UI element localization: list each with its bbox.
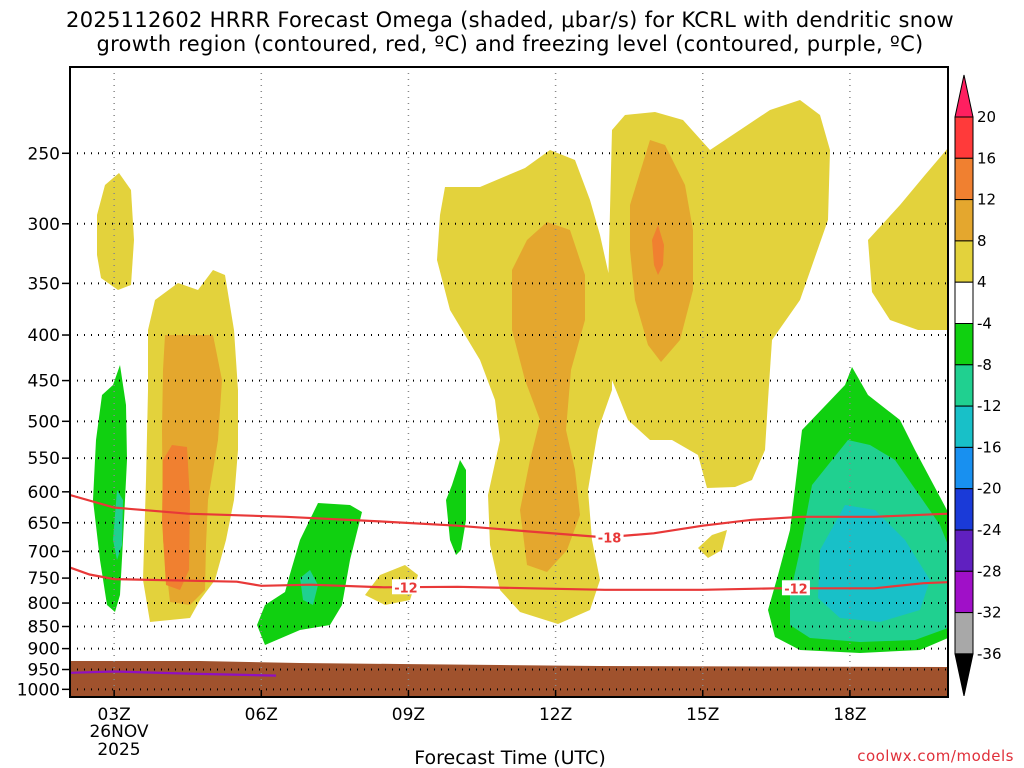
colorbar-swatch <box>954 157 974 201</box>
credit-text: coolwx.com/models <box>857 747 1014 765</box>
colorbar-label: -12 <box>977 397 1002 415</box>
omega-positive-max-region <box>162 445 190 590</box>
x-tick-label: 18Z <box>833 705 866 725</box>
y-tick-label: 550 <box>28 449 60 469</box>
colorbar-label: -28 <box>977 562 1002 580</box>
omega-positive-region <box>97 173 134 290</box>
omega-positive-region <box>698 530 727 558</box>
y-tick-label: 650 <box>28 514 60 534</box>
contour-label: -12 <box>394 581 418 596</box>
colorbar-label: -8 <box>977 356 992 374</box>
x-tick-label: 12Z <box>539 705 572 725</box>
y-tick-label: 900 <box>28 640 60 660</box>
temperature-contours: -18 -12 -12 <box>70 493 948 677</box>
colorbar-label: 20 <box>977 108 996 126</box>
omega-positive-strong-region <box>512 222 585 572</box>
colorbar-swatch <box>954 323 974 366</box>
y-tick-label: 350 <box>28 274 60 294</box>
contour-freezing-level <box>70 670 277 677</box>
colorbar-swatch <box>954 364 974 407</box>
y-tick-label: 750 <box>28 569 60 589</box>
colorbar-swatch <box>954 116 974 159</box>
colorbar-swatch <box>954 570 974 614</box>
plot-area: -18 -12 -12 <box>70 67 948 697</box>
plot-frame <box>69 66 949 698</box>
omega-negative-strong-region <box>300 570 318 605</box>
colorbar-swatch <box>954 488 974 531</box>
colorbar-label: 8 <box>977 232 987 250</box>
colorbar-bottom-arrow <box>954 653 974 697</box>
y-axis: 250 300 350 400 450 500 550 600 650 700 750 800 850 9… <box>17 144 70 700</box>
omega-positive-max-region <box>652 225 664 275</box>
colorbar-label: 16 <box>977 149 996 167</box>
x-date-label-day: 26NOV <box>89 722 148 742</box>
y-tick-label: 500 <box>28 412 60 432</box>
contour-label-bg <box>391 579 420 595</box>
y-tick-label: 700 <box>28 542 60 562</box>
y-tick-label: 1000 <box>17 680 60 700</box>
chart-title-line-1: 2025112602 HRRR Forecast Omega (shaded, … <box>66 8 954 32</box>
contour-dgz-top <box>70 493 948 539</box>
y-tick-label: 600 <box>28 483 60 503</box>
x-date-label-year: 2025 <box>97 740 140 760</box>
contour-label: -12 <box>784 582 808 597</box>
y-tick-label: 250 <box>28 144 60 164</box>
colorbar-label: -24 <box>977 521 1002 539</box>
colorbar-label: 4 <box>977 273 987 291</box>
colorbar-label: -32 <box>977 604 1002 622</box>
colorbar-swatch <box>954 446 974 490</box>
x-tick-label: 06Z <box>245 705 278 725</box>
y-tick-label: 450 <box>28 372 60 392</box>
x-axis-title: Forecast Time (UTC) <box>414 747 605 768</box>
omega-negative-region <box>446 460 466 555</box>
colorbar-swatch <box>954 612 974 655</box>
colorbar: 20 16 12 8 4 -4 -8 -12 -16 -20 -24 -28 -32 -36 <box>954 74 1002 697</box>
x-tick-label: 09Z <box>392 705 425 725</box>
colorbar-swatch <box>954 405 974 448</box>
colorbar-label: -20 <box>977 480 1002 498</box>
colorbar-label: -16 <box>977 438 1002 456</box>
colorbar-label: -4 <box>977 315 992 333</box>
colorbar-swatch <box>954 529 974 572</box>
contour-label-bg <box>595 529 624 545</box>
x-tick-label: 15Z <box>686 705 719 725</box>
omega-shading <box>93 100 948 653</box>
colorbar-swatch <box>954 281 974 325</box>
colorbar-top-arrow <box>954 74 974 118</box>
contour-dgz-bottom <box>70 566 948 591</box>
omega-positive-region <box>868 148 948 330</box>
colorbar-label: -36 <box>977 645 1002 663</box>
x-tick-label: 03Z <box>98 705 131 725</box>
contour-label-bg <box>781 580 810 596</box>
y-tick-label: 300 <box>28 215 60 235</box>
colorbar-swatch <box>954 240 974 283</box>
omega-negative-max-region <box>818 505 930 622</box>
y-tick-label: 850 <box>28 617 60 637</box>
colorbar-swatch <box>954 199 974 242</box>
contour-label: -18 <box>598 531 622 546</box>
y-tick-label: 800 <box>28 594 60 614</box>
colorbar-label: 12 <box>977 191 996 209</box>
y-tick-label: 400 <box>28 326 60 346</box>
x-axis: 03Z 06Z 09Z 12Z 15Z 18Z <box>98 690 867 725</box>
chart-title-line-2: growth region (contoured, red, ºC) and f… <box>96 32 923 56</box>
omega-positive-region <box>365 565 418 605</box>
y-tick-label: 950 <box>28 661 60 681</box>
